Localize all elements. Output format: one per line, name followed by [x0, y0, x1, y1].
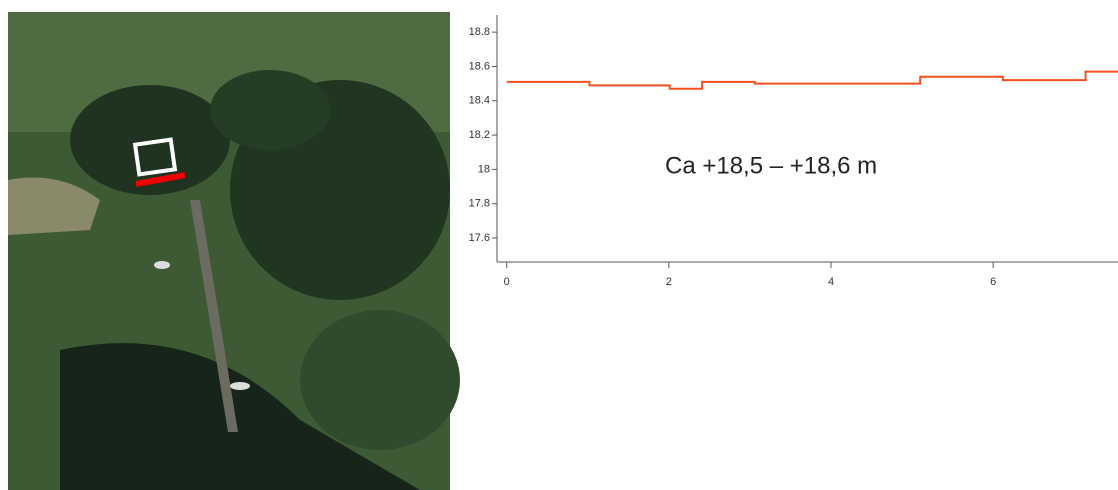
y-tick-label: 18	[478, 163, 490, 175]
boat	[154, 261, 170, 269]
x-tick-label: 0	[504, 276, 510, 288]
elevation-chart: Ca +18,5 – +18,6 m 17.6 17.8 18 18.2 18.4 18.…	[469, 15, 1118, 288]
x-tick-label: 2	[666, 276, 672, 288]
y-tick-label: 17.8	[469, 198, 490, 210]
trees	[210, 70, 330, 150]
figure: Ca +18,5 – +18,6 m 17.6 17.8 18 18.2 18.4 18.…	[0, 0, 1118, 490]
reeds	[300, 310, 460, 450]
boat	[230, 382, 250, 390]
x-tick-label: 6	[990, 276, 996, 288]
y-tick-label: 18.8	[469, 26, 490, 38]
y-tick-label: 18.6	[469, 60, 490, 72]
aerial-photo	[8, 12, 460, 490]
annotation: Ca +18,5 – +18,6 m	[665, 152, 877, 179]
x-tick-label: 4	[828, 276, 834, 288]
page: {"chart_data": {"type": "line", "annotat…	[0, 0, 1118, 490]
y-tick-label: 18.4	[469, 95, 490, 107]
y-tick-label: 18.2	[469, 129, 490, 141]
y-tick-label: 17.6	[469, 232, 490, 244]
elevation-line	[507, 72, 1118, 89]
